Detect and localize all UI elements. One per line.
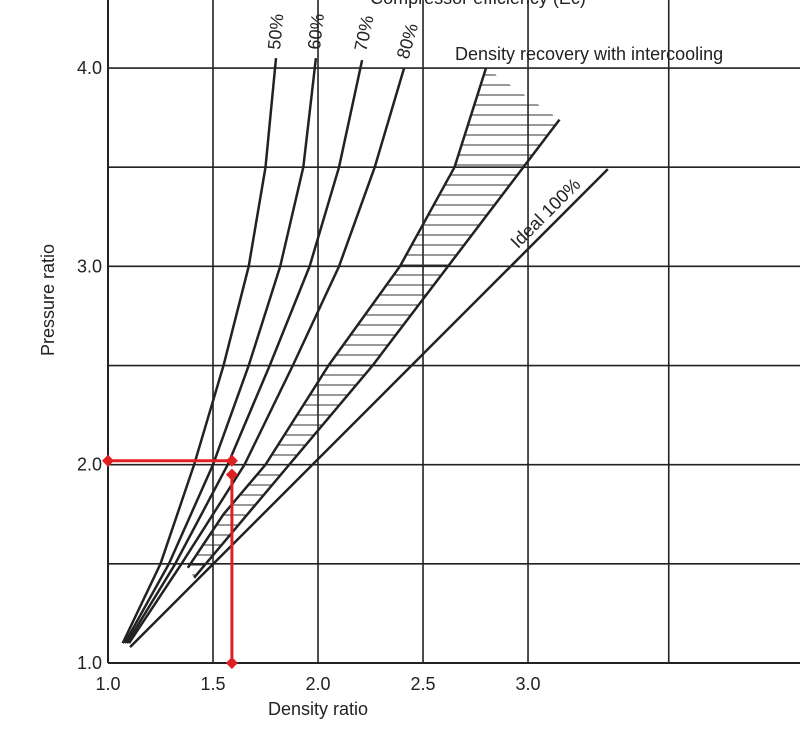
annotation-marker (225, 454, 238, 467)
series-label: 50% (264, 13, 287, 51)
band-boundary (193, 118, 561, 579)
x-tick-label: 1.5 (200, 674, 225, 694)
band-label: Density recovery with intercooling (455, 44, 723, 64)
annotation-marker (225, 468, 238, 481)
y-axis-label: Pressure ratio (38, 244, 58, 356)
chart-title: Compressor efficiency (Ec) (370, 0, 586, 8)
band-hatch (187, 68, 560, 578)
series-label: 80% (393, 21, 422, 61)
series-line (125, 59, 364, 644)
series-line (127, 67, 406, 644)
y-tick-label: 4.0 (77, 58, 102, 78)
annotation-marker (102, 454, 114, 467)
series-label: 60% (304, 12, 328, 50)
x-tick-label: 3.0 (516, 674, 541, 694)
x-tick-label: 1.0 (95, 674, 120, 694)
series-label: Ideal 100% (507, 174, 585, 252)
series-label: 70% (350, 13, 377, 52)
band-boundary (186, 67, 488, 569)
y-tick-label: 3.0 (77, 256, 102, 276)
series-line (123, 57, 318, 644)
series-line (129, 168, 609, 649)
series-line (121, 57, 278, 644)
x-tick-label: 2.0 (305, 674, 330, 694)
x-axis-label: Density ratio (268, 699, 368, 719)
y-tick-label: 1.0 (77, 653, 102, 673)
x-tick-label: 2.5 (411, 674, 436, 694)
y-tick-label: 2.0 (77, 455, 102, 475)
annotation-marker (225, 657, 238, 669)
